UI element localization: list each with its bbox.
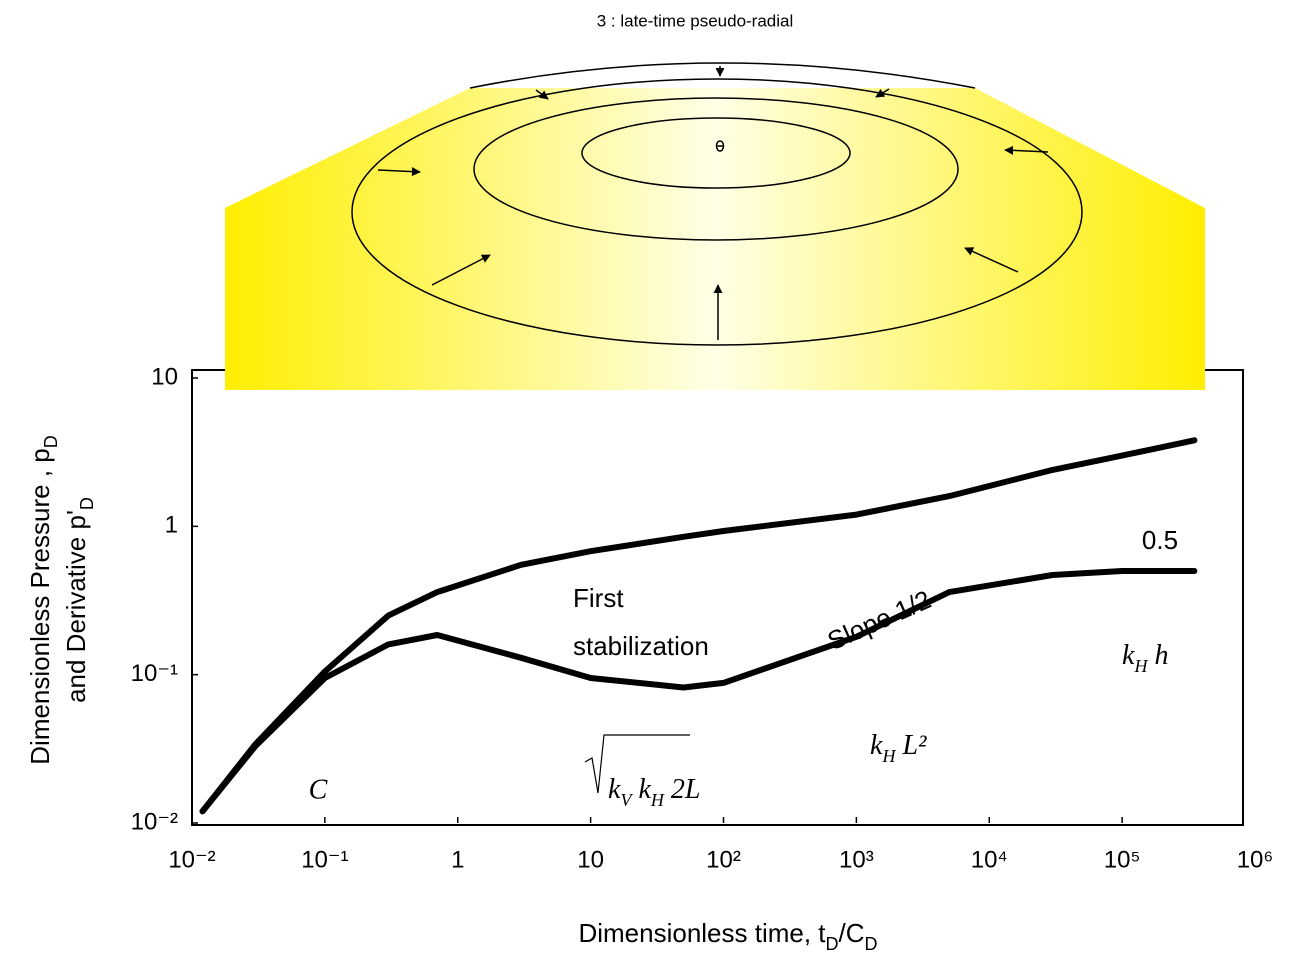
formula: kH h [1122,640,1168,676]
label-text: /C [839,918,865,948]
y-tick-label: 10⁻¹ [131,660,178,687]
label-text: h [1147,640,1168,671]
label-text: k [608,774,621,805]
annotation: 0.5 [1142,525,1178,555]
label-text: k [870,730,883,761]
x-tick-label: 10² [706,846,741,873]
flow-arrows [377,66,1049,340]
arrow [875,88,890,98]
x-tick-label: 10³ [839,846,874,873]
arrow [1004,145,1049,155]
label-text: Dimensionless Pressure , p [25,448,55,764]
x-tick-label: 10⁴ [971,846,1008,873]
plot-area [191,377,1198,824]
annotation: Slope 1/2 [823,584,936,656]
x-tick-label: 1 [451,846,464,873]
subscript: D [826,934,839,954]
isobar [351,78,1083,346]
annotation: stabilization [573,631,709,661]
x-tick-label: 10 [577,846,604,873]
reservoir-diagram [225,62,1205,390]
subscript: H [1133,656,1148,676]
x-tick-label: 10⁵ [1104,846,1141,873]
subscript: V [620,790,633,810]
y-axis-title: and Derivative p'D [61,497,97,703]
label-text: 2L [664,774,701,805]
annotation: First [573,583,624,613]
isobar [473,97,959,241]
isobar [581,117,851,189]
x-tick-label: 10⁶ [1237,846,1274,873]
label-text: k [631,774,651,805]
data-line [199,568,1198,815]
reservoir [225,88,1205,390]
sqrt-sign [584,734,690,794]
label-text: and Derivative p' [61,510,91,703]
plot-frame [191,369,1244,826]
y-tick-label: 10⁻² [131,808,178,835]
arrow [431,254,491,286]
x-axis-title: Dimensionless time, tD/CD [578,918,877,954]
formula: kV kH 2L [608,774,700,810]
y-tick-label: 1 [165,512,178,539]
subscript: H [650,790,665,810]
arrow [535,89,549,100]
arrow [377,167,421,177]
diagram-title: 3 : late-time pseudo-radial [597,11,794,30]
boundary-arc [469,62,976,89]
arrow [964,247,1019,273]
x-tick-label: 10⁻² [168,846,215,873]
annotation: C [309,774,328,805]
label-text: Dimensionless time, t [578,918,826,948]
subscript: D [865,934,878,954]
subscript: D [41,435,61,448]
y-tick-label: 10 [151,363,178,390]
label-text: L² [895,730,927,761]
data-line [199,437,1198,815]
subscript: D [77,497,97,510]
well [715,140,725,152]
y-axis-title: Dimensionless Pressure , pD [25,435,61,764]
x-tick-label: 10⁻¹ [301,846,348,873]
label-text: k [1122,640,1135,671]
subscript: H [881,746,896,766]
formula: kH L² [870,730,927,766]
